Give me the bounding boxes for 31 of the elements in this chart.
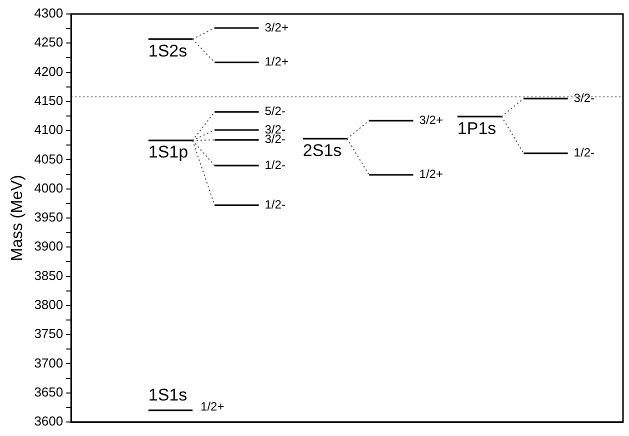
y-tick-label: 3700 [34, 355, 64, 370]
series-label: 1/2+ [264, 54, 288, 69]
y-tick-label: 3900 [34, 238, 64, 254]
series-label: 3/2+ [419, 112, 443, 127]
y-tick-label: 4100 [34, 122, 64, 138]
y-tick-label: 4250 [34, 34, 64, 50]
series-label: 1S2s [148, 41, 188, 60]
y-tick-label: 3950 [34, 210, 64, 225]
y-tick-label: 4150 [34, 93, 64, 108]
y-tick-label: 4000 [34, 180, 64, 196]
series-label: 3/2+ [264, 20, 288, 34]
series-label: 1/2- [574, 146, 594, 160]
series-label: 1S1s [148, 386, 188, 405]
y-tick-label: 3800 [34, 297, 64, 312]
y-tick-label: 4200 [34, 64, 64, 79]
y-tick-label: 3600 [34, 414, 64, 429]
y-axis-title: Mass (MeV) [9, 174, 26, 262]
series-label: 3/2- [574, 90, 594, 105]
series-label: 1/2- [264, 158, 286, 172]
y-tick-label: 3650 [34, 384, 64, 400]
series-label: 2S1s [302, 140, 342, 160]
series-label: 1/2+ [419, 167, 443, 182]
series-label: 5/2- [264, 104, 286, 118]
y-tick-label: 3750 [34, 326, 64, 342]
data-label: 1/2+ [200, 400, 224, 414]
y-tick-label: 4050 [34, 151, 64, 166]
series-label: 1P1s [457, 118, 496, 138]
series-label: 1/2- [264, 197, 286, 212]
y-tick-label: 3850 [34, 268, 64, 283]
y-tick-label: 4300 [34, 6, 64, 21]
series-label: 1S1p [148, 142, 188, 162]
